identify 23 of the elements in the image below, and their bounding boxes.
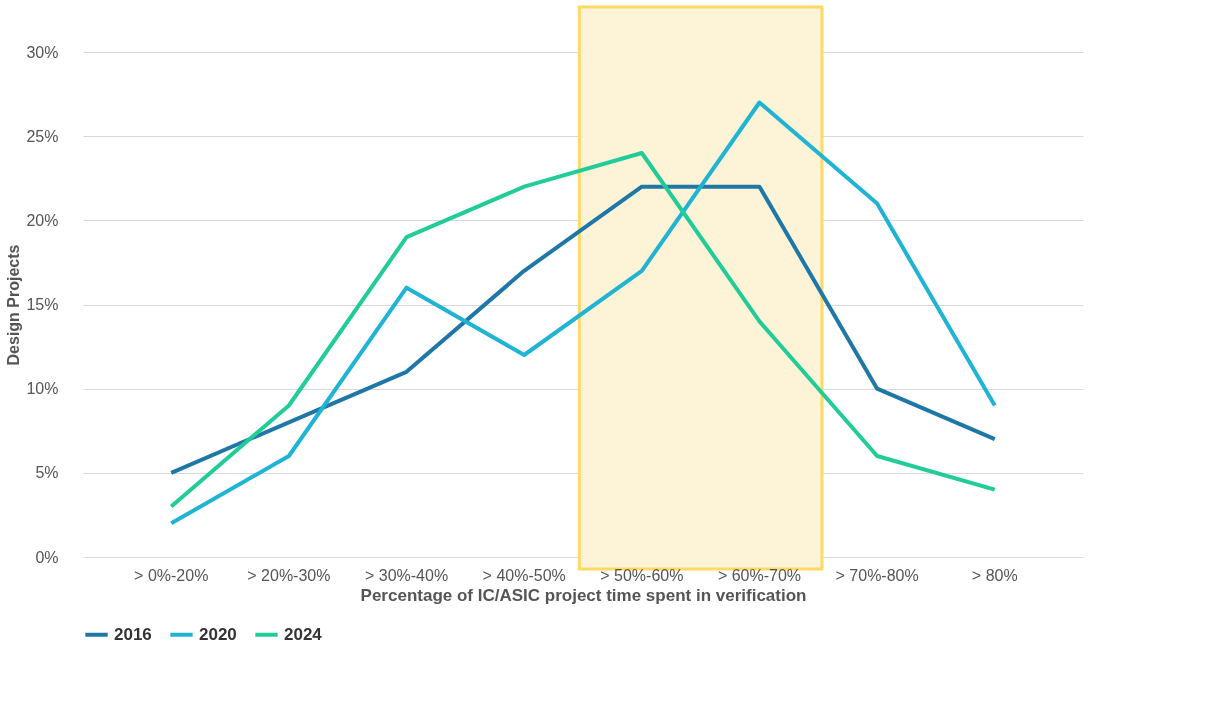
x-tick-label: > 50%-60% <box>600 566 684 584</box>
x-tick-label: > 40%-50% <box>482 566 566 584</box>
x-tick-label: > 30%-40% <box>364 566 449 584</box>
line-series <box>169 100 997 526</box>
legend-label: 2024 <box>284 624 323 644</box>
y-tick-label: 25% <box>26 127 59 145</box>
line-series <box>169 151 997 509</box>
legend-label: 2016 <box>114 624 152 644</box>
y-tick-label: 5% <box>35 464 59 482</box>
y-tick-label: 20% <box>26 211 59 229</box>
x-tick-label: > 80% <box>971 566 1018 584</box>
x-tick-label: > 20%-30% <box>247 566 331 584</box>
x-tick-label: > 0%-20% <box>134 566 209 584</box>
y-axis-title: Design Projects <box>5 244 23 366</box>
line-series <box>169 184 997 475</box>
y-tick-label: 30% <box>26 43 59 61</box>
legend-label: 2020 <box>199 624 237 644</box>
y-tick-label: 15% <box>26 296 59 313</box>
x-tick-label: > 60%-70% <box>717 566 802 584</box>
y-tick-label: 0% <box>35 548 59 566</box>
x-axis-title: Percentage of IC/ASIC project time spent in verification <box>360 585 807 605</box>
x-tick-label: > 70%-80% <box>835 566 919 584</box>
y-tick-label: 10% <box>26 380 59 398</box>
